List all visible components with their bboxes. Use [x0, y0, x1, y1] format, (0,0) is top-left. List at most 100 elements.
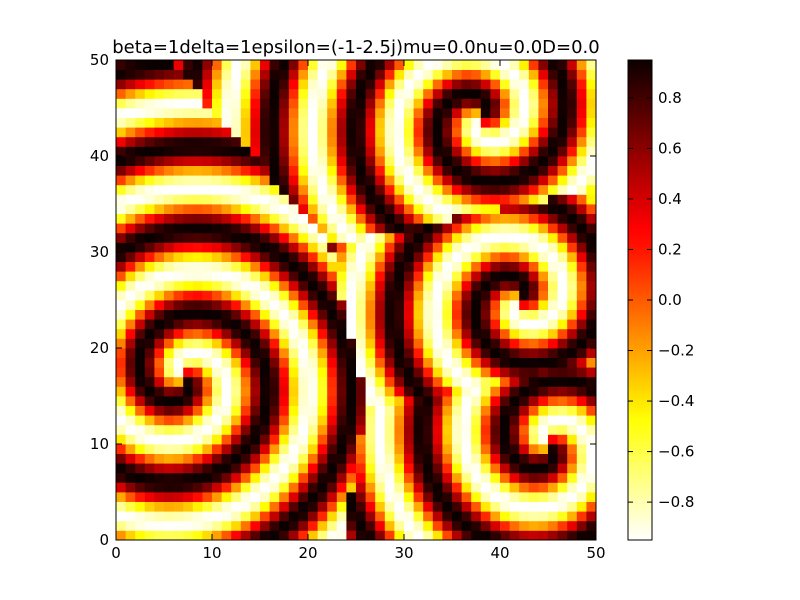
heatmap-cell	[394, 194, 405, 205]
heatmap-cell	[240, 175, 251, 186]
heatmap-cell	[250, 453, 261, 464]
heatmap-cell	[404, 357, 414, 368]
heatmap-cell	[317, 194, 328, 205]
heatmap-cell	[394, 98, 405, 109]
heatmap-cell	[452, 184, 462, 195]
heatmap-cell	[240, 415, 251, 426]
heatmap-cell	[423, 511, 434, 522]
heatmap-cell	[557, 348, 568, 358]
heatmap-cell	[365, 146, 376, 157]
heatmap-cell	[183, 127, 194, 138]
heatmap-cell	[365, 204, 376, 214]
heatmap-cell	[356, 463, 366, 474]
heatmap-cell	[202, 204, 213, 214]
heatmap-cell	[509, 242, 520, 253]
heatmap-cell	[288, 204, 299, 214]
heatmap-cell	[394, 280, 405, 291]
heatmap-cell	[240, 405, 251, 416]
heatmap-cell	[356, 348, 366, 358]
heatmap-cell	[394, 136, 405, 147]
heatmap-cell	[212, 69, 222, 80]
heatmap-cell	[461, 156, 472, 166]
heatmap-cell	[279, 405, 290, 416]
heatmap-cell	[336, 482, 347, 493]
heatmap-cell	[336, 175, 347, 186]
heatmap-cell	[461, 60, 472, 70]
heatmap-cell	[164, 463, 174, 474]
heatmap-cell	[135, 136, 146, 147]
heatmap-cell	[269, 252, 280, 262]
heatmap-cell	[442, 213, 453, 224]
heatmap-cell	[586, 309, 597, 320]
heatmap-cell	[452, 213, 462, 224]
heatmap-cell	[461, 280, 472, 291]
heatmap-cell	[327, 501, 338, 512]
heatmap-cell	[173, 213, 184, 224]
heatmap-cell	[519, 280, 530, 291]
heatmap-cell	[471, 348, 482, 358]
heatmap-cell	[336, 79, 347, 90]
heatmap-cell	[221, 136, 232, 147]
heatmap-cell	[231, 501, 242, 512]
heatmap-cell	[375, 117, 386, 128]
heatmap-cell	[116, 175, 126, 186]
heatmap-cell	[269, 280, 280, 291]
heatmap-cell	[356, 453, 366, 464]
heatmap-cell	[125, 184, 136, 195]
heatmap-cell	[432, 79, 443, 90]
heatmap-cell	[500, 348, 510, 358]
heatmap-cell	[519, 108, 530, 118]
heatmap-cell	[212, 434, 222, 445]
heatmap-cell	[432, 69, 443, 80]
heatmap-cell	[212, 357, 222, 368]
heatmap-cell	[567, 232, 578, 243]
heatmap-cell	[548, 204, 558, 214]
heatmap-cell	[586, 117, 597, 128]
heatmap-cell	[576, 415, 587, 426]
heatmap-cell	[394, 117, 405, 128]
heatmap-cell	[250, 482, 261, 493]
heatmap-cell	[576, 271, 587, 282]
heatmap-cell	[548, 492, 558, 502]
heatmap-cell	[528, 338, 539, 349]
heatmap-cell	[336, 386, 347, 397]
heatmap-cell	[384, 511, 395, 522]
heatmap-cell	[413, 271, 424, 282]
heatmap-cell	[336, 88, 347, 99]
heatmap-cell	[231, 520, 242, 531]
heatmap-cell	[260, 444, 270, 454]
heatmap-cell	[356, 194, 366, 205]
heatmap-cell	[298, 309, 309, 320]
heatmap-cell	[346, 319, 357, 330]
heatmap-cell	[308, 376, 318, 387]
heatmap-cell	[212, 396, 222, 406]
heatmap-cell	[336, 415, 347, 426]
heatmap-cell	[413, 520, 424, 531]
heatmap-cell	[164, 223, 174, 234]
heatmap-cell	[461, 348, 472, 358]
heatmap-cell	[452, 348, 462, 358]
heatmap-cell	[308, 511, 318, 522]
heatmap-cell	[576, 204, 587, 214]
heatmap-cell	[586, 520, 597, 531]
heatmap-cell	[346, 136, 357, 147]
heatmap-cell	[528, 530, 539, 541]
heatmap-cell	[183, 405, 194, 416]
heatmap-cell	[250, 146, 261, 157]
heatmap-cell	[365, 482, 376, 493]
heatmap-cell	[365, 357, 376, 368]
heatmap-cell	[260, 463, 270, 474]
heatmap-cell	[308, 472, 318, 483]
heatmap-cell	[336, 463, 347, 474]
heatmap-cell	[144, 204, 155, 214]
heatmap-cell	[240, 194, 251, 205]
heatmap-cell	[231, 271, 242, 282]
heatmap-cell	[586, 396, 597, 406]
heatmap-cell	[240, 204, 251, 214]
heatmap-cell	[557, 300, 568, 310]
heatmap-cell	[519, 434, 530, 445]
heatmap-cell	[135, 405, 146, 416]
heatmap-cell	[442, 108, 453, 118]
heatmap-cell	[528, 165, 539, 176]
heatmap-cell	[528, 396, 539, 406]
